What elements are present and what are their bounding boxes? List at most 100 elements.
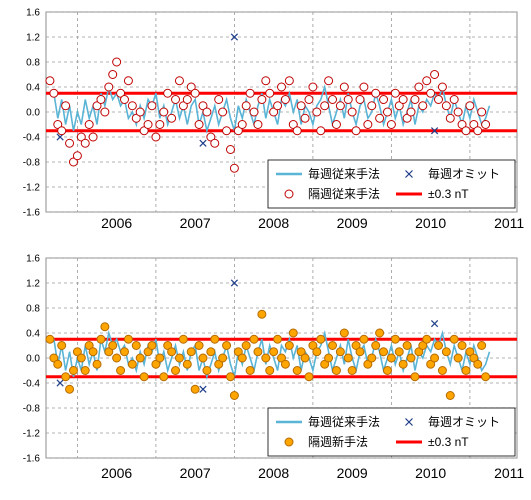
biweekly-new-point bbox=[284, 341, 294, 350]
biweekly-new-point bbox=[92, 359, 102, 369]
biweekly-old-point bbox=[284, 76, 294, 86]
y-tick-label: -0.4 bbox=[23, 379, 41, 390]
biweekly-old-point bbox=[347, 107, 357, 117]
biweekly-new-point bbox=[120, 347, 129, 357]
omit-point bbox=[56, 379, 64, 387]
biweekly-old-point bbox=[96, 95, 106, 104]
x-tick-label: 2008 bbox=[258, 215, 289, 231]
biweekly-new-point bbox=[324, 353, 334, 363]
biweekly-new-point bbox=[222, 341, 232, 350]
biweekly-new-point bbox=[147, 341, 157, 350]
biweekly-new-point bbox=[104, 347, 114, 357]
biweekly-old-point bbox=[390, 88, 400, 98]
biweekly-old-point bbox=[198, 101, 208, 111]
biweekly-new-point bbox=[481, 372, 491, 382]
biweekly-old-point bbox=[84, 120, 94, 129]
biweekly-old-point bbox=[379, 95, 389, 104]
biweekly-new-point bbox=[265, 366, 275, 375]
biweekly-old-point bbox=[57, 126, 67, 136]
y-tick-label: 0.8 bbox=[26, 304, 40, 315]
legend-label: 毎週従来手法 bbox=[308, 166, 380, 181]
biweekly-new-point bbox=[437, 366, 447, 375]
y-tick-label: -1.2 bbox=[23, 429, 41, 440]
biweekly-old-point bbox=[151, 132, 161, 142]
biweekly-old-point bbox=[139, 126, 149, 136]
biweekly-old-point bbox=[65, 138, 75, 148]
biweekly-old-point bbox=[104, 82, 114, 92]
biweekly-new-point bbox=[249, 334, 259, 344]
biweekly-new-point bbox=[76, 353, 86, 363]
biweekly-new-point bbox=[296, 347, 306, 357]
chart-panel-1: 1.6 1.2 0.8 0.4 0.0 -0.4 -0.8 -1.2 -1.6 2006 2007 2… bbox=[23, 8, 525, 232]
biweekly-old-point bbox=[394, 101, 404, 111]
biweekly-new-point bbox=[108, 341, 118, 350]
biweekly-new-point bbox=[331, 366, 341, 375]
biweekly-new-point bbox=[127, 359, 137, 369]
biweekly-old-point bbox=[155, 120, 165, 129]
biweekly-new-point bbox=[394, 347, 404, 357]
biweekly-new-point bbox=[143, 347, 153, 357]
biweekly-new-point bbox=[465, 347, 475, 357]
legend-label: 隔週新手法 bbox=[308, 434, 368, 449]
biweekly-new-point bbox=[96, 334, 106, 344]
biweekly-old-point bbox=[76, 132, 86, 142]
biweekly-old-point bbox=[418, 101, 428, 111]
y-tick-label: 1.6 bbox=[26, 254, 40, 265]
biweekly-new-point bbox=[229, 391, 239, 400]
biweekly-new-point bbox=[135, 353, 145, 363]
biweekly-old-point bbox=[178, 101, 188, 111]
biweekly-new-point bbox=[449, 334, 459, 344]
biweekly-new-point bbox=[206, 347, 216, 357]
biweekly-old-point bbox=[190, 88, 200, 98]
biweekly-old-point bbox=[116, 88, 126, 98]
x-tick-label: 2009 bbox=[337, 215, 368, 231]
biweekly-new-point bbox=[398, 359, 408, 369]
biweekly-old-point bbox=[182, 95, 192, 104]
legend-key-open-circle bbox=[284, 189, 294, 199]
biweekly-new-point bbox=[402, 341, 412, 350]
y-tick-label: -1.6 bbox=[23, 454, 41, 465]
biweekly-old-point bbox=[288, 120, 298, 129]
biweekly-old-point bbox=[402, 113, 412, 123]
legend-key-x bbox=[405, 418, 413, 426]
biweekly-old-point bbox=[249, 107, 259, 117]
biweekly-old-point bbox=[61, 101, 71, 111]
biweekly-new-point bbox=[171, 366, 181, 375]
legend-label: 隔週従来手法 bbox=[308, 187, 380, 201]
biweekly-new-point bbox=[269, 347, 279, 357]
omit-point bbox=[230, 33, 239, 41]
biweekly-new-point bbox=[320, 359, 330, 369]
biweekly-old-point bbox=[375, 113, 385, 123]
biweekly-old-point bbox=[382, 107, 392, 117]
biweekly-new-point bbox=[123, 334, 133, 344]
biweekly-old-point bbox=[414, 82, 424, 92]
biweekly-new-point bbox=[100, 322, 110, 332]
biweekly-new-point bbox=[280, 359, 290, 369]
biweekly-old-point bbox=[292, 126, 302, 136]
x-tick-label: 2006 bbox=[101, 215, 132, 231]
biweekly-old-point bbox=[324, 76, 334, 86]
biweekly-old-point bbox=[277, 82, 286, 92]
biweekly-old-point bbox=[273, 101, 283, 111]
biweekly-new-point bbox=[131, 341, 141, 350]
chart-panel-2: 1.6 1.2 0.8 0.4 0.0 -0.4 -0.8 -1.2 -1.6 2006 2007 2… bbox=[23, 254, 525, 482]
biweekly-old-point bbox=[426, 88, 436, 98]
biweekly-new-point bbox=[194, 341, 204, 350]
y-tick-label: 0.4 bbox=[26, 83, 40, 94]
series-line-weekly bbox=[53, 83, 491, 134]
x-tick-label: 2007 bbox=[180, 215, 211, 231]
legend-label: 毎週オミット bbox=[428, 166, 500, 181]
biweekly-old-point bbox=[441, 101, 451, 111]
biweekly-new-point bbox=[277, 353, 286, 363]
biweekly-new-point bbox=[182, 359, 192, 369]
biweekly-new-point bbox=[292, 366, 302, 375]
biweekly-new-point bbox=[371, 341, 381, 350]
biweekly-old-point bbox=[406, 107, 416, 117]
biweekly-new-point bbox=[112, 353, 122, 363]
biweekly-new-point bbox=[88, 347, 98, 357]
biweekly-new-point bbox=[163, 341, 173, 350]
biweekly-new-point bbox=[288, 328, 298, 338]
